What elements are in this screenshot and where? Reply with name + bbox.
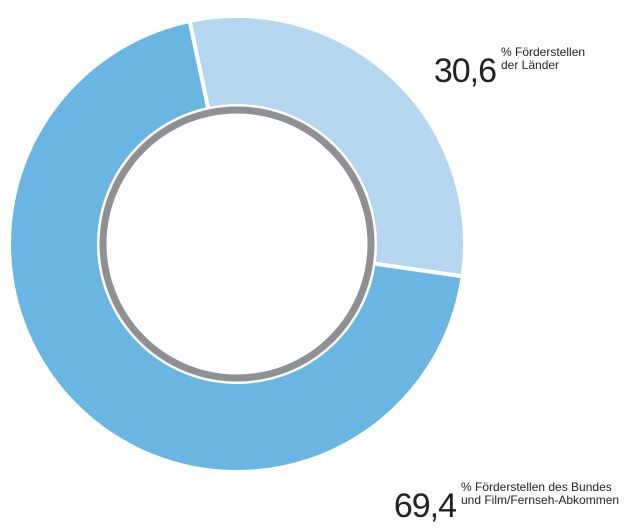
donut-segment	[187, 14, 467, 279]
category-label: % Förderstellen der Länder	[501, 45, 585, 72]
value-label: 69,4	[394, 487, 456, 525]
category-label: % Förderstellen des Bundes und Film/Ferns…	[461, 480, 619, 507]
inner-ring	[99, 106, 375, 382]
donut-segment	[7, 18, 465, 474]
value-label: 30,6	[434, 52, 496, 90]
